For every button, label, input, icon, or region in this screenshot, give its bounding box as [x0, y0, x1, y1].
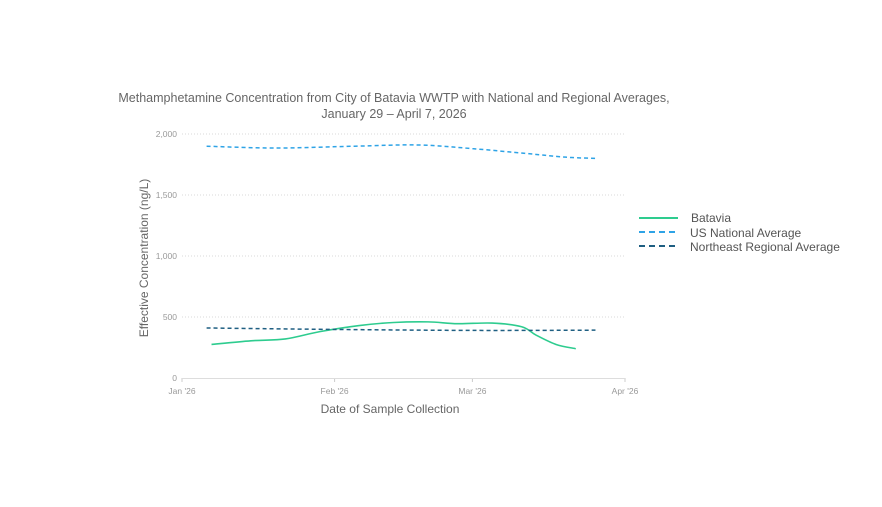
y-axis-ticks: 0 500 1,000 1,500 2,000 [156, 129, 178, 383]
x-tick-label: Mar '26 [458, 386, 486, 396]
legend-label-batavia: Batavia [691, 211, 731, 225]
series-line-northeast-regional-average[interactable] [206, 327, 596, 332]
y-tick-label: 500 [163, 312, 177, 322]
legend-item-northeast-regional[interactable]: Northeast Regional Average [639, 240, 840, 254]
y-axis-label: Effective Concentration (ng/L) [137, 179, 151, 338]
y-tick-label: 1,500 [156, 190, 178, 200]
y-tick-label: 1,000 [156, 251, 178, 261]
gridlines [182, 133, 625, 318]
legend-item-us-national[interactable]: US National Average [639, 226, 802, 240]
legend-label-us-national: US National Average [690, 226, 802, 240]
legend: Batavia US National Average Northeast Re… [639, 211, 840, 254]
series-line-batavia[interactable] [211, 321, 576, 350]
x-tick-label: Jan '26 [168, 386, 195, 396]
x-tick-label: Apr '26 [612, 386, 639, 396]
chart-title: Methamphetamine Concentration from City … [118, 91, 669, 105]
y-tick-label: 2,000 [156, 129, 178, 139]
x-axis-label: Date of Sample Collection [321, 402, 460, 416]
legend-item-batavia[interactable]: Batavia [639, 211, 731, 225]
y-tick-label: 0 [172, 373, 177, 383]
series-lines [206, 144, 596, 350]
legend-label-northeast-regional: Northeast Regional Average [690, 240, 840, 254]
chart-subtitle: January 29 – April 7, 2026 [321, 107, 466, 121]
series-line-us-national-average[interactable] [206, 144, 596, 160]
x-tick-label: Feb '26 [321, 386, 349, 396]
x-axis-ticks: Jan '26 Feb '26 Mar '26 Apr '26 [168, 378, 639, 396]
